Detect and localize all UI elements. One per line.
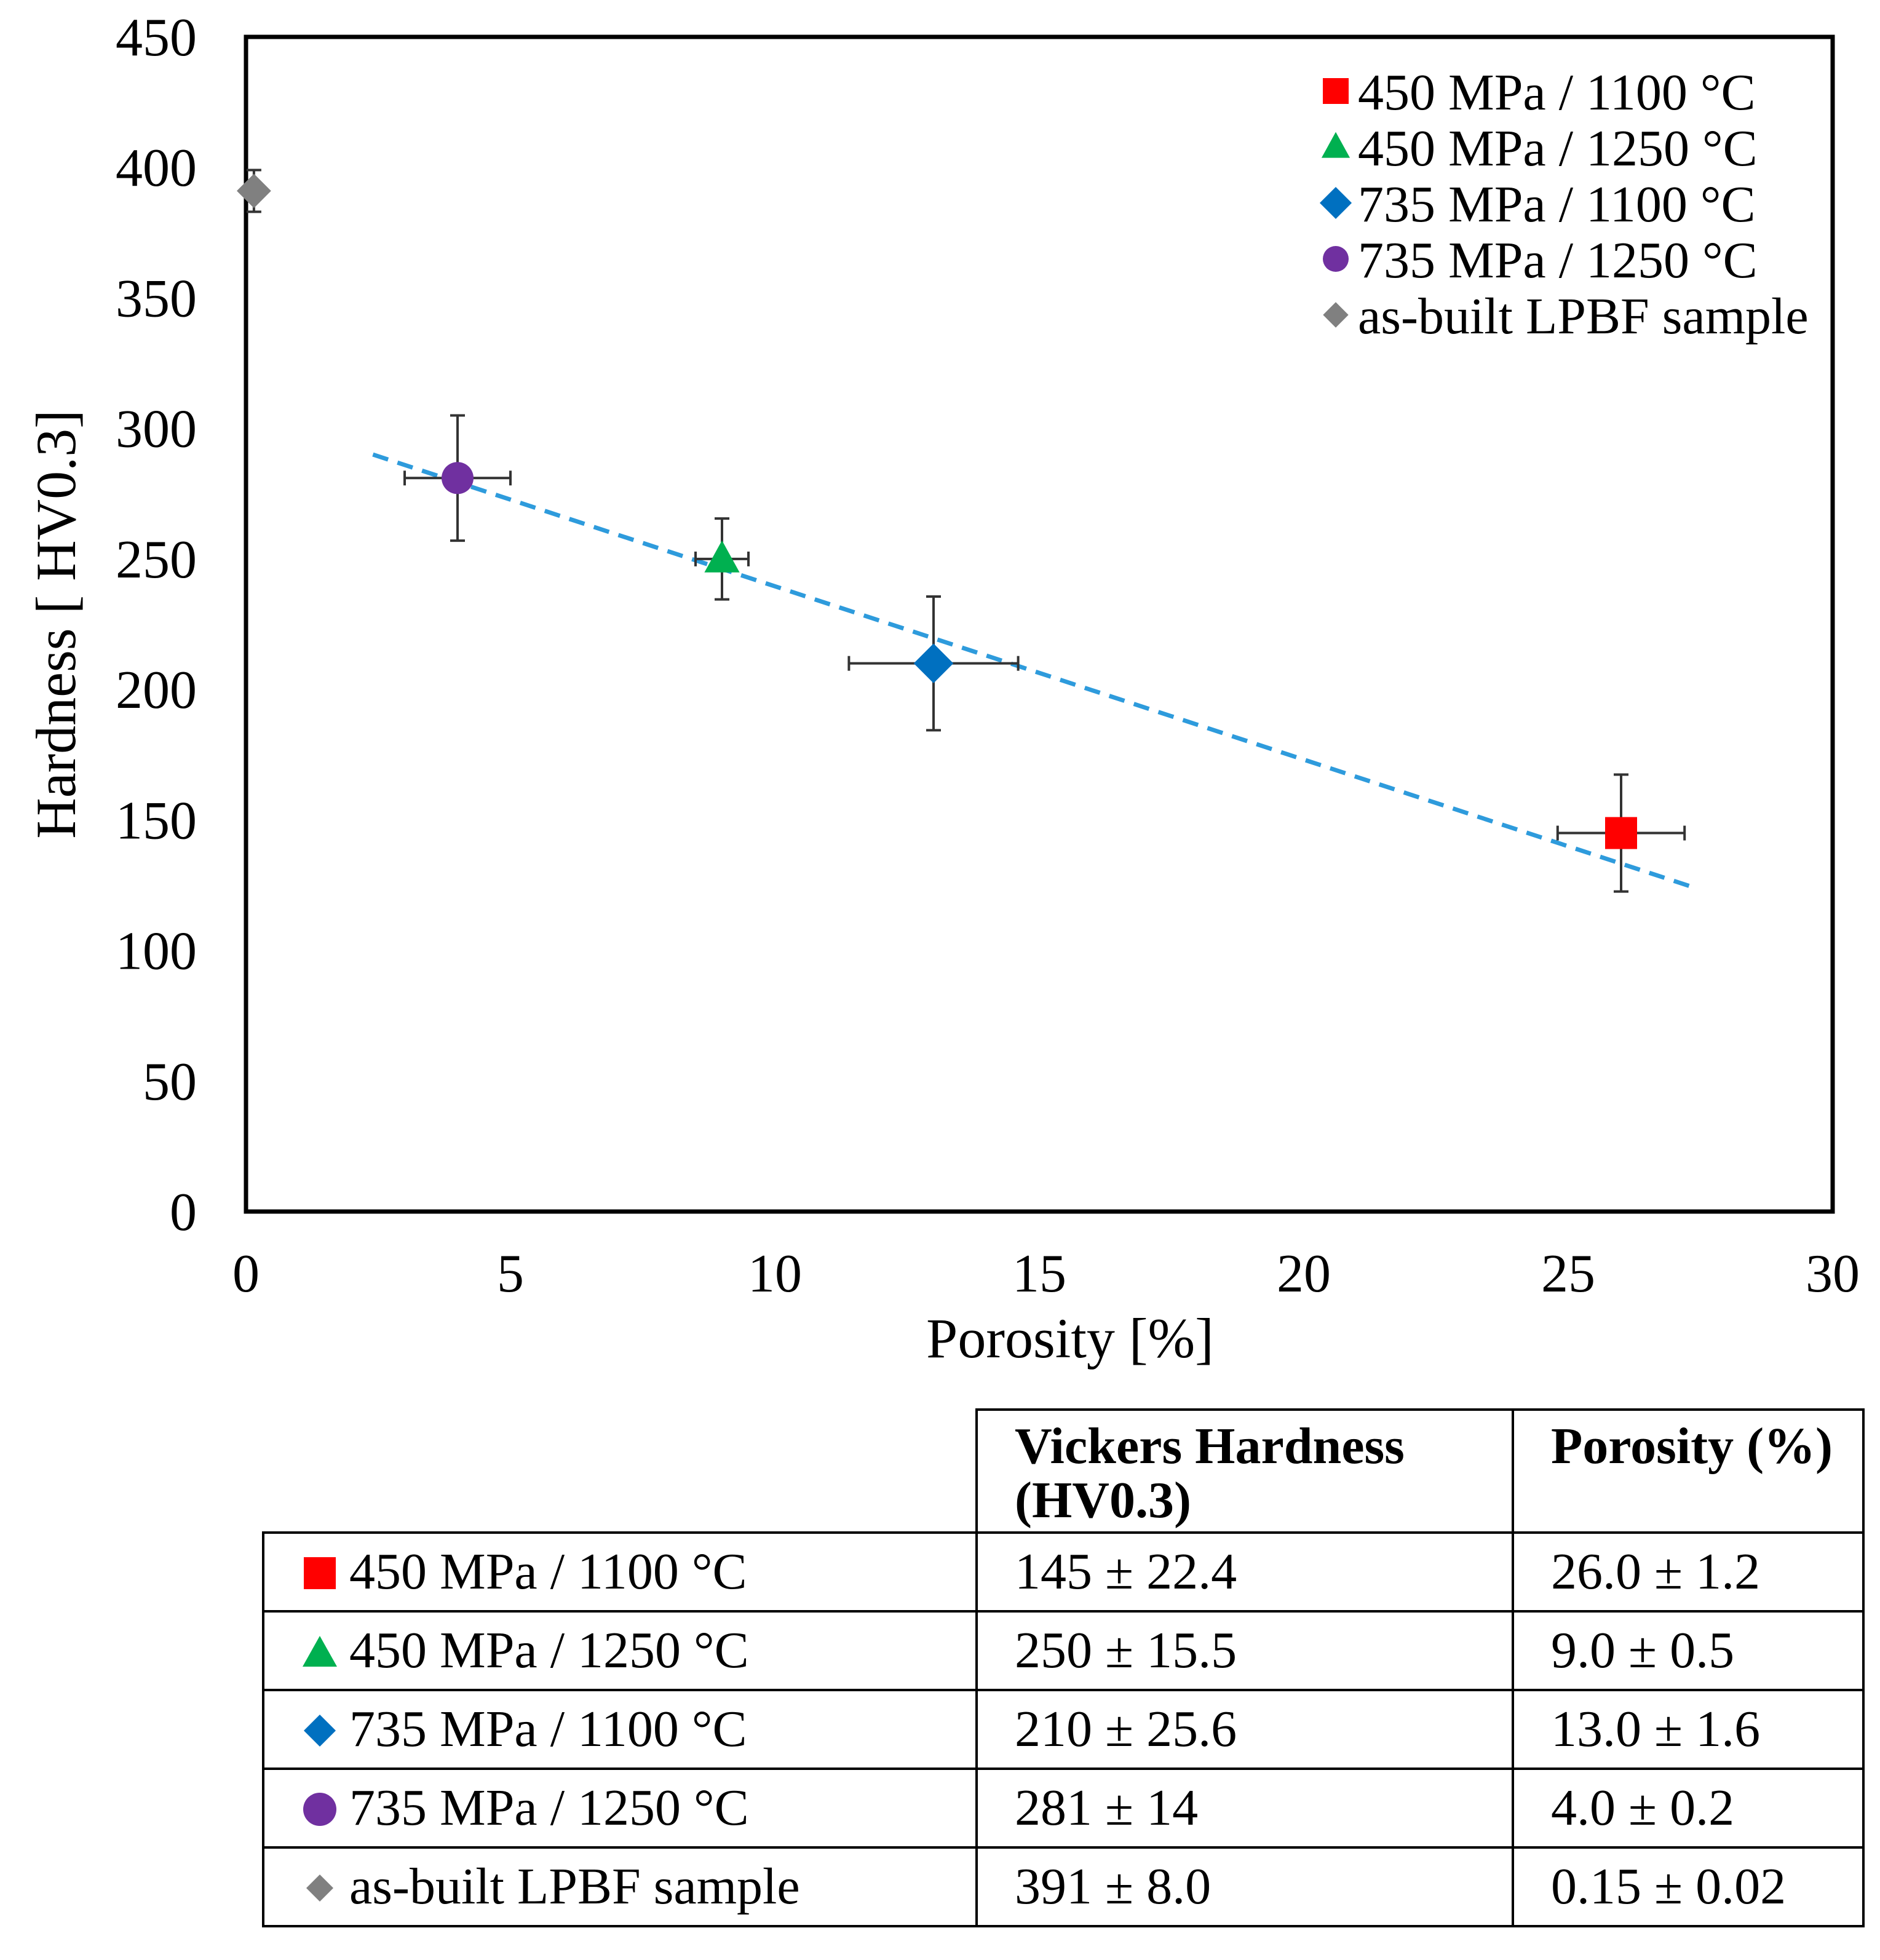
legend-item: 735 MPa / 1100 °C: [1319, 176, 1756, 233]
y-axis-ticks: 0 50 100 150 200 250 300 350 400 450: [116, 8, 197, 1242]
point-marker: [913, 643, 954, 683]
legend-item: 735 MPa / 1250 °C: [1323, 232, 1758, 289]
x-tick-label: 0: [232, 1244, 260, 1304]
point-marker: [704, 540, 740, 573]
row-marker-icon: [301, 1633, 338, 1670]
header-hardness: Vickers Hardness (HV0.3): [975, 1408, 1514, 1534]
point-marker: [237, 173, 271, 208]
x-tick-label: 5: [497, 1244, 524, 1304]
header-porosity: Porosity (%): [1512, 1408, 1865, 1534]
summary-table-wrap: Vickers Hardness (HV0.3) Porosity (%) 45…: [262, 1408, 1865, 1927]
row-label: 735 MPa / 1100 °C: [349, 1700, 747, 1758]
legend-item: 450 MPa / 1250 °C: [1321, 120, 1758, 177]
x-tick-label: 25: [1541, 1244, 1595, 1304]
y-tick-label: 150: [116, 791, 197, 851]
hardness-cell: 250 ± 15.5: [975, 1610, 1514, 1691]
plot-frame: [244, 34, 1835, 1214]
y-tick-label: 450: [116, 8, 197, 68]
legend-label: as-built LPBF sample: [1358, 288, 1809, 345]
y-tick-label: 300: [116, 400, 197, 459]
legend-marker: [1323, 78, 1349, 104]
hardness-cell: 281 ± 14: [975, 1768, 1514, 1849]
hardness-cell: 145 ± 22.4: [975, 1531, 1514, 1613]
hardness-cell: 391 ± 8.0: [975, 1846, 1514, 1927]
legend-marker: [1323, 302, 1349, 328]
data-point: [847, 595, 1020, 732]
point-marker: [1605, 817, 1637, 849]
point-marker: [442, 462, 474, 494]
data-point: [237, 169, 271, 213]
x-tick-label: 20: [1277, 1244, 1331, 1304]
row-label-cell: 735 MPa / 1100 °C: [262, 1689, 978, 1770]
row-label-cell: 735 MPa / 1250 °C: [262, 1768, 978, 1849]
summary-table: Vickers Hardness (HV0.3) Porosity (%) 45…: [262, 1408, 1865, 1927]
x-tick-label: 10: [748, 1244, 802, 1304]
table-row: as-built LPBF sample 391 ± 8.0 0.15 ± 0.02: [262, 1846, 1865, 1927]
porosity-cell: 0.15 ± 0.02: [1512, 1846, 1865, 1927]
legend-label: 450 MPa / 1250 °C: [1358, 120, 1758, 177]
data-point: [403, 414, 512, 542]
y-axis-label: Hardness [ HV0.3]: [25, 410, 87, 839]
x-axis-label: Porosity [%]: [926, 1307, 1214, 1370]
y-tick-label: 0: [170, 1183, 197, 1242]
legend-label: 735 MPa / 1100 °C: [1358, 176, 1756, 233]
legend-item: 450 MPa / 1100 °C: [1323, 64, 1756, 121]
legend-label: 735 MPa / 1250 °C: [1358, 232, 1758, 289]
data-point: [694, 517, 750, 601]
row-label-cell: 450 MPa / 1250 °C: [262, 1610, 978, 1691]
row-marker-icon: [301, 1555, 338, 1592]
data-points: [237, 169, 1686, 893]
hardness-porosity-chart: 0 50 100 150 200 250 300 350 400 450 0 5 10 15 20 25 30…: [25, 8, 1860, 1370]
row-label-cell: as-built LPBF sample: [262, 1846, 978, 1927]
y-tick-label: 100: [116, 922, 197, 982]
x-axis-ticks: 0 5 10 15 20 25 30: [232, 1244, 1860, 1304]
table-corner: [263, 1410, 977, 1533]
table-row: 450 MPa / 1250 °C 250 ± 15.5 9.0 ± 0.5: [262, 1610, 1865, 1691]
legend-marker: [1319, 186, 1352, 220]
x-tick-label: 30: [1806, 1244, 1860, 1304]
y-tick-label: 50: [143, 1052, 197, 1112]
row-label: 735 MPa / 1250 °C: [349, 1779, 749, 1836]
hardness-cell: 210 ± 25.6: [975, 1689, 1514, 1770]
row-label: as-built LPBF sample: [349, 1857, 800, 1915]
row-label-cell: 450 MPa / 1100 °C: [262, 1531, 978, 1613]
y-tick-label: 400: [116, 138, 197, 198]
table-row: 735 MPa / 1100 °C 210 ± 25.6 13.0 ± 1.6: [262, 1689, 1865, 1770]
legend-label: 450 MPa / 1100 °C: [1358, 64, 1756, 121]
row-label: 450 MPa / 1100 °C: [349, 1542, 747, 1600]
table-header-row: Vickers Hardness (HV0.3) Porosity (%): [263, 1408, 1865, 1534]
row-label: 450 MPa / 1250 °C: [349, 1621, 749, 1679]
legend-item: as-built LPBF sample: [1323, 288, 1809, 345]
porosity-cell: 9.0 ± 0.5: [1512, 1610, 1865, 1691]
table-row: 735 MPa / 1250 °C 281 ± 14 4.0 ± 0.2: [262, 1768, 1865, 1849]
table-row: 450 MPa / 1100 °C 145 ± 22.4 26.0 ± 1.2: [262, 1531, 1865, 1613]
row-marker-icon: [301, 1712, 338, 1749]
y-tick-label: 200: [116, 661, 197, 720]
y-tick-label: 250: [116, 530, 197, 590]
y-tick-label: 350: [116, 269, 197, 328]
legend-marker: [1321, 132, 1351, 158]
row-marker-icon: [301, 1870, 338, 1906]
x-tick-label: 15: [1012, 1244, 1066, 1304]
porosity-cell: 13.0 ± 1.6: [1512, 1689, 1865, 1770]
row-marker-icon: [301, 1791, 338, 1828]
porosity-cell: 4.0 ± 0.2: [1512, 1768, 1865, 1849]
data-point: [1556, 773, 1686, 893]
porosity-cell: 26.0 ± 1.2: [1512, 1531, 1865, 1613]
legend-marker: [1323, 246, 1349, 272]
